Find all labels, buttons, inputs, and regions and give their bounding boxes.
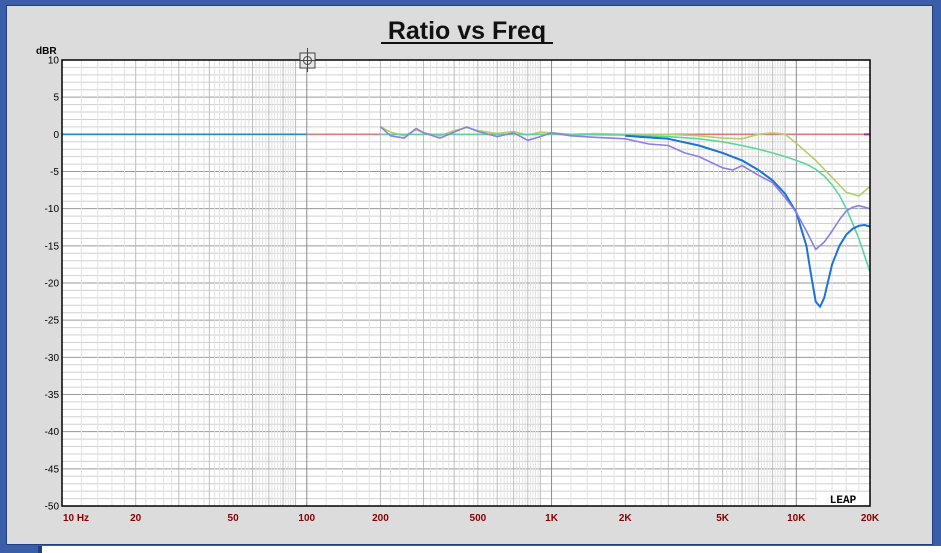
series-line-5 [379,126,871,251]
y-tick-label: -50 [45,502,60,513]
chart-title: Ratio vs Freq [388,17,546,45]
x-tick-label: 10 Hz [63,513,89,524]
x-tick-label: 20K [861,513,880,524]
bottom-strip [38,546,941,553]
x-tick-label: 200 [372,513,389,524]
x-tick-label: 100 [298,513,315,524]
x-tick-label: 1K [545,513,559,524]
x-tick-label: 10K [787,513,806,524]
y-tick-label: 10 [48,56,60,67]
leap-logo: LEAP [830,495,857,507]
y-tick-label: -10 [45,204,60,215]
y-tick-labels: 10 5 0 -5 -10 -15 -20 -25 -30 -35 -40 -45 -50 [45,56,60,513]
x-tick-labels: 10 Hz 20 50 100 200 500 1K 2K 5K 10K 20K [63,513,880,524]
y-tick-label: -20 [45,279,60,290]
x-tick-label: 2K [619,513,633,524]
x-tick-label: 500 [470,513,487,524]
y-axis-label: dBR [36,46,57,57]
x-tick-label: 5K [716,513,730,524]
y-tick-label: -5 [50,167,59,178]
y-tick-label: -15 [45,241,60,252]
x-tick-label: 50 [228,513,240,524]
y-tick-label: -25 [45,316,60,327]
series-line-3 [380,133,871,273]
y-tick-label: -35 [45,390,60,401]
cursor-marker[interactable] [299,48,316,72]
y-tick-label: -30 [45,353,60,364]
y-tick-label: 0 [53,130,59,141]
cursor-icon-ring [303,56,312,65]
series-line-4 [625,134,871,308]
logo-box [817,493,869,505]
y-tick-label: 5 [53,93,59,104]
x-tick-label: 20 [130,513,142,524]
y-tick-label: -40 [45,427,60,438]
plot-frame [61,59,871,507]
series-layer [62,126,871,308]
y-tick-label: -45 [45,464,60,475]
